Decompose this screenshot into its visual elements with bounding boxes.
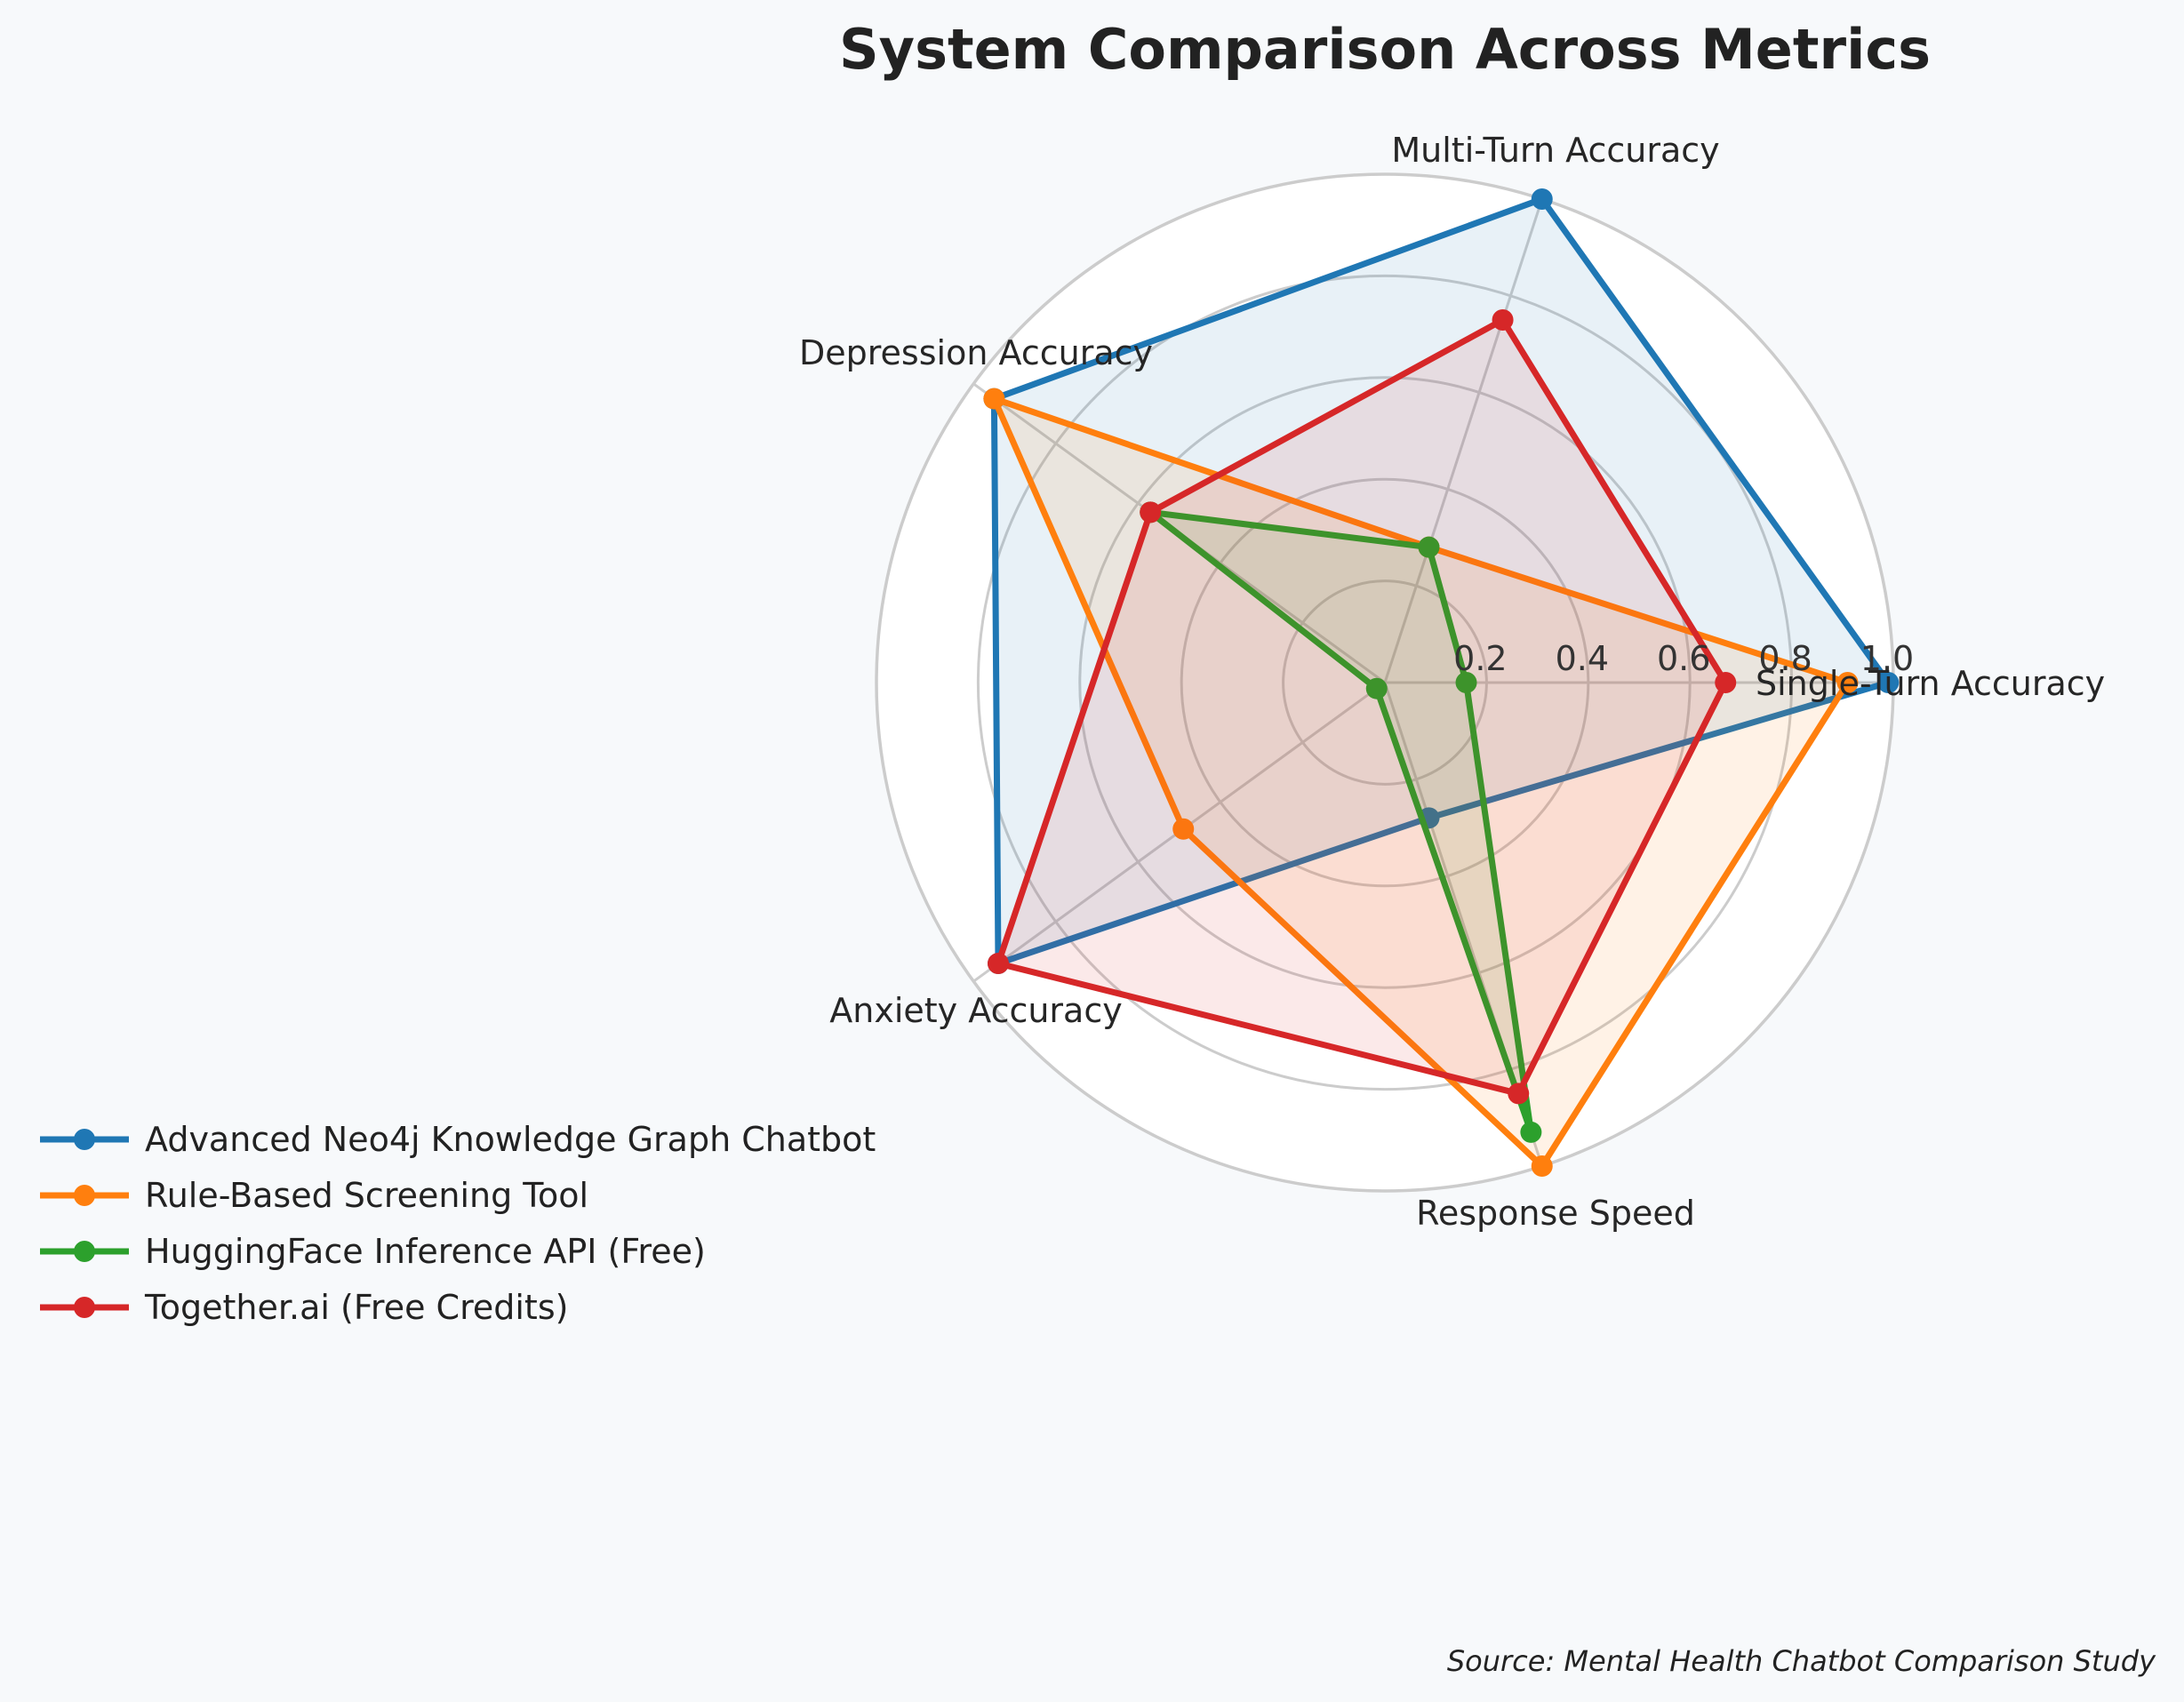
legend-label: Advanced Neo4j Knowledge Graph Chatbot bbox=[145, 1120, 876, 1159]
legend-label: Together.ai (Free Credits) bbox=[144, 1288, 568, 1327]
axis-labels: Single-Turn Accuracy Multi-Turn Accuracy D… bbox=[799, 131, 2105, 1233]
radial-tick-label: 0.8 bbox=[1758, 639, 1812, 678]
source-note: Source: Mental Health Chatbot Comparison… bbox=[1447, 1644, 2156, 1678]
radial-ticks: 0.2 0.4 0.6 0.8 1.0 bbox=[1453, 639, 1914, 678]
axis-label: Response Speed bbox=[1416, 1194, 1695, 1233]
legend-label: Rule-Based Screening Tool bbox=[145, 1176, 588, 1215]
series-3 bbox=[988, 308, 1737, 1105]
axis-label: Anxiety Accuracy bbox=[829, 991, 1122, 1030]
series-line bbox=[990, 195, 1894, 968]
series-line bbox=[988, 393, 1852, 1171]
legend-swatch-marker bbox=[74, 1241, 95, 1262]
legend-entry: Together.ai (Free Credits) bbox=[40, 1288, 568, 1327]
series-point bbox=[988, 953, 1010, 975]
legend-entry: HuggingFace Inference API (Free) bbox=[40, 1232, 706, 1271]
radar-series bbox=[983, 188, 1900, 1178]
legend-swatch-marker bbox=[74, 1129, 95, 1150]
chart-title: System Comparison Across Metrics bbox=[839, 17, 1931, 82]
series-area bbox=[998, 320, 1726, 1094]
series-point bbox=[1508, 1083, 1530, 1105]
series-point bbox=[1531, 1155, 1553, 1178]
series-line bbox=[994, 316, 1730, 1098]
radial-tick-label: 1.0 bbox=[1860, 639, 1914, 678]
axis-label: Multi-Turn Accuracy bbox=[1391, 131, 1719, 170]
legend-entry: Advanced Neo4j Knowledge Graph Chatbot bbox=[40, 1120, 876, 1159]
series-point bbox=[1455, 672, 1477, 693]
series-point bbox=[1365, 677, 1388, 699]
series-point bbox=[983, 388, 1005, 410]
series-point bbox=[1140, 501, 1162, 523]
series-point bbox=[1520, 1121, 1542, 1143]
legend-swatch-marker bbox=[74, 1185, 95, 1206]
axis-label: Depression Accuracy bbox=[799, 333, 1153, 372]
series-point bbox=[1172, 818, 1195, 840]
series-point bbox=[1715, 672, 1737, 693]
series-point bbox=[1877, 672, 1900, 693]
legend-entry: Rule-Based Screening Tool bbox=[40, 1176, 588, 1215]
radial-tick-label: 0.2 bbox=[1453, 639, 1507, 678]
series-point bbox=[1418, 536, 1440, 558]
series-point bbox=[1531, 188, 1553, 210]
series-point bbox=[1836, 672, 1859, 693]
series-2 bbox=[1140, 501, 1542, 1143]
series-point bbox=[1492, 308, 1514, 331]
grid-spoke bbox=[1383, 198, 1544, 683]
series-line bbox=[1140, 507, 1534, 1134]
radial-tick-label: 0.6 bbox=[1657, 639, 1710, 678]
legend: Advanced Neo4j Knowledge Graph Chatbot Ru… bbox=[40, 1120, 876, 1327]
radial-tick-label: 0.4 bbox=[1556, 639, 1609, 678]
legend-swatch-marker bbox=[74, 1297, 95, 1318]
series-area bbox=[1150, 512, 1532, 1132]
legend-label: HuggingFace Inference API (Free) bbox=[145, 1232, 706, 1271]
axis-label: Single-Turn Accuracy bbox=[1756, 664, 2105, 703]
series-area bbox=[994, 398, 1848, 1167]
